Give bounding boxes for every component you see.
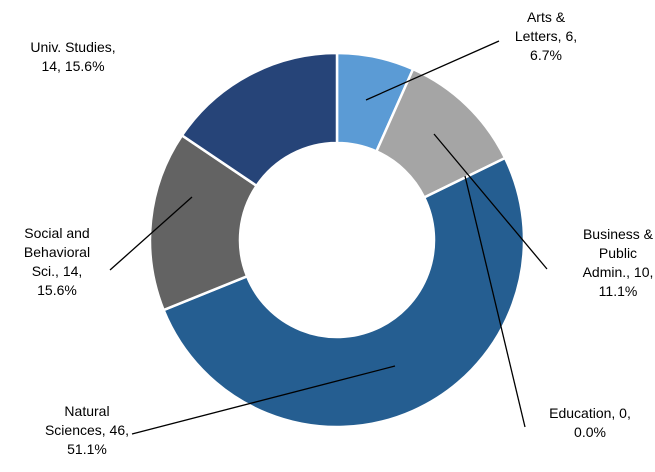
data-label-univ-studies: Univ. Studies, 14, 15.6% xyxy=(30,39,115,74)
data-label-natural-sciences: Natural Sciences, 46, 51.1% xyxy=(45,403,129,457)
slice-social-and-behavioral-sci xyxy=(148,133,259,312)
data-label-education: Education, 0, 0.0% xyxy=(549,405,631,440)
slice-natural-sciences xyxy=(161,156,526,429)
data-label-social-and-behavioral-sci: Social and Behavioral Sci., 14, 15.6% xyxy=(24,225,90,298)
leader-line-social-and-behavioral-sci xyxy=(109,196,193,271)
donut-slices xyxy=(148,51,526,429)
leader-line-business-public-admin xyxy=(433,133,548,270)
data-label-arts-letters: Arts & Letters, 6, 6.7% xyxy=(515,9,577,63)
leader-line-education xyxy=(464,175,526,428)
leader-line-natural-sciences xyxy=(131,365,396,435)
data-label-business-public-admin: Business & Public Admin., 10, 11.1% xyxy=(583,226,654,299)
data-labels: Arts & Letters, 6, 6.7% Business & Public Adm… xyxy=(24,9,654,457)
slice-univ-studies xyxy=(180,51,339,188)
leader-lines xyxy=(109,40,548,435)
leader-line-arts-letters xyxy=(365,40,500,101)
